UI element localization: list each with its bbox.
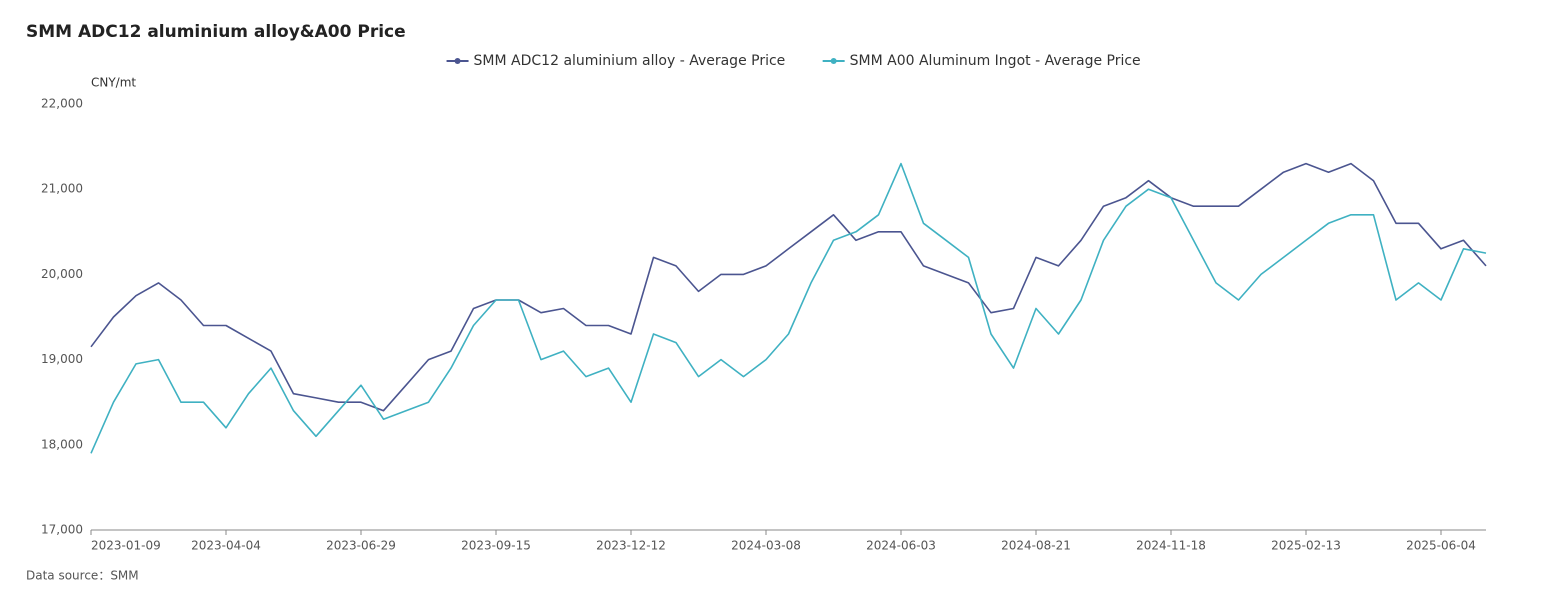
y-tick-label: 17,000: [41, 523, 83, 537]
legend-label: SMM A00 Aluminum Ingot - Average Price: [850, 53, 1141, 69]
legend-dot: [454, 58, 461, 64]
y-tick-label: 21,000: [41, 182, 83, 196]
y-tick-label: 18,000: [41, 437, 83, 451]
x-tick-label: 2023-06-29: [326, 539, 396, 553]
x-tick-label: 2024-06-03: [866, 539, 936, 553]
y-unit: CNY/mt: [91, 76, 136, 90]
x-tick-label: 2025-06-04: [1406, 539, 1476, 553]
source: Data source：SMM: [26, 569, 139, 583]
x-tick-label: 2023-01-09: [91, 539, 161, 553]
x-tick-label: 2024-08-21: [1001, 539, 1071, 553]
x-tick-label: 2024-11-18: [1136, 539, 1206, 553]
x-tick-label: 2023-12-12: [596, 539, 666, 553]
legend-label: SMM ADC12 aluminium alloy - Average Pric…: [474, 53, 786, 69]
x-tick-label: 2023-04-04: [191, 539, 261, 553]
y-tick-label: 22,000: [41, 97, 83, 111]
chart-title: SMM ADC12 aluminium alloy&A00 Price: [26, 22, 406, 42]
y-tick-label: 19,000: [41, 352, 83, 366]
legend-dot: [830, 58, 837, 64]
series-line: [90, 162, 1487, 454]
y-tick-label: 20,000: [41, 267, 83, 281]
series-line: [90, 162, 1487, 412]
x-tick-label: 2024-03-08: [731, 539, 801, 553]
x-tick-label: 2025-02-13: [1271, 539, 1341, 553]
x-tick-label: 2023-09-15: [461, 539, 531, 553]
